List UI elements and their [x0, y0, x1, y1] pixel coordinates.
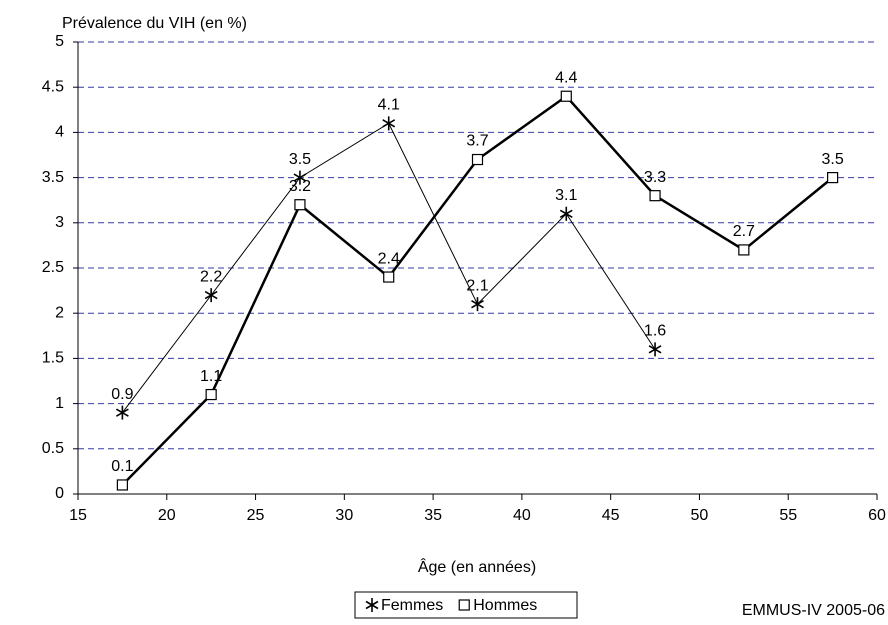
marker: [293, 170, 307, 185]
data-label: 3.2: [289, 178, 311, 195]
marker: [115, 405, 129, 420]
x-tick-label: 15: [69, 507, 87, 524]
data-label: 3.3: [644, 169, 666, 186]
y-tick-label: 4: [55, 124, 64, 141]
marker: [383, 271, 395, 283]
marker: [738, 244, 750, 256]
source-note: EMMUS-IV 2005-06: [742, 602, 885, 619]
marker: [560, 90, 572, 102]
data-label: 3.1: [555, 187, 577, 204]
data-label: 3.5: [289, 151, 311, 168]
marker: [382, 116, 396, 131]
x-tick-label: 45: [602, 507, 620, 524]
y-tick-label: 2.5: [42, 259, 64, 276]
legend-label: Hommes: [473, 597, 537, 614]
marker: [471, 297, 484, 312]
data-label: 4.1: [378, 97, 400, 114]
data-label: 2.2: [200, 268, 222, 285]
marker: [648, 342, 662, 357]
data-label: 0.1: [111, 458, 133, 475]
y-tick-label: 0: [55, 485, 64, 502]
data-label: 2.7: [733, 223, 755, 240]
data-label: 3.5: [821, 151, 843, 168]
marker: [471, 153, 484, 166]
x-tick-label: 20: [158, 507, 176, 524]
y-tick-label: 3: [55, 214, 64, 231]
marker: [559, 206, 573, 221]
y-tick-label: 3.5: [42, 169, 64, 186]
x-axis-title: Âge (en années): [418, 557, 536, 576]
y-tick-label: 2: [55, 304, 64, 321]
data-label: 3.7: [466, 133, 488, 150]
x-tick-label: 60: [868, 507, 886, 524]
marker: [116, 479, 128, 491]
data-label: 4.4: [555, 69, 577, 86]
x-tick-label: 35: [424, 507, 442, 524]
y-tick-label: 1: [55, 395, 64, 412]
marker: [294, 199, 306, 211]
y-tick-label: 1.5: [42, 350, 64, 367]
data-label: 1.1: [200, 368, 222, 385]
marker: [458, 599, 470, 611]
marker: [205, 388, 217, 401]
data-label: 1.6: [644, 323, 666, 340]
y-tick-label: 5: [55, 33, 64, 50]
x-tick-label: 55: [779, 507, 797, 524]
data-label: 0.9: [111, 386, 133, 403]
data-label: 2.4: [378, 250, 400, 267]
x-tick-label: 40: [513, 507, 531, 524]
x-tick-label: 50: [691, 507, 709, 524]
x-tick-label: 30: [335, 507, 353, 524]
legend-label: Femmes: [381, 597, 443, 614]
marker: [365, 598, 379, 612]
y-axis-title: Prévalence du VIH (en %): [62, 15, 247, 32]
legend: Femmes Hommes: [354, 591, 578, 619]
x-tick-label: 25: [247, 507, 265, 524]
marker: [827, 172, 839, 184]
data-label: 2.1: [466, 277, 488, 294]
marker: [204, 288, 218, 303]
y-tick-label: 4.5: [42, 78, 64, 95]
y-tick-label: 0.5: [42, 440, 64, 457]
marker: [649, 190, 661, 202]
